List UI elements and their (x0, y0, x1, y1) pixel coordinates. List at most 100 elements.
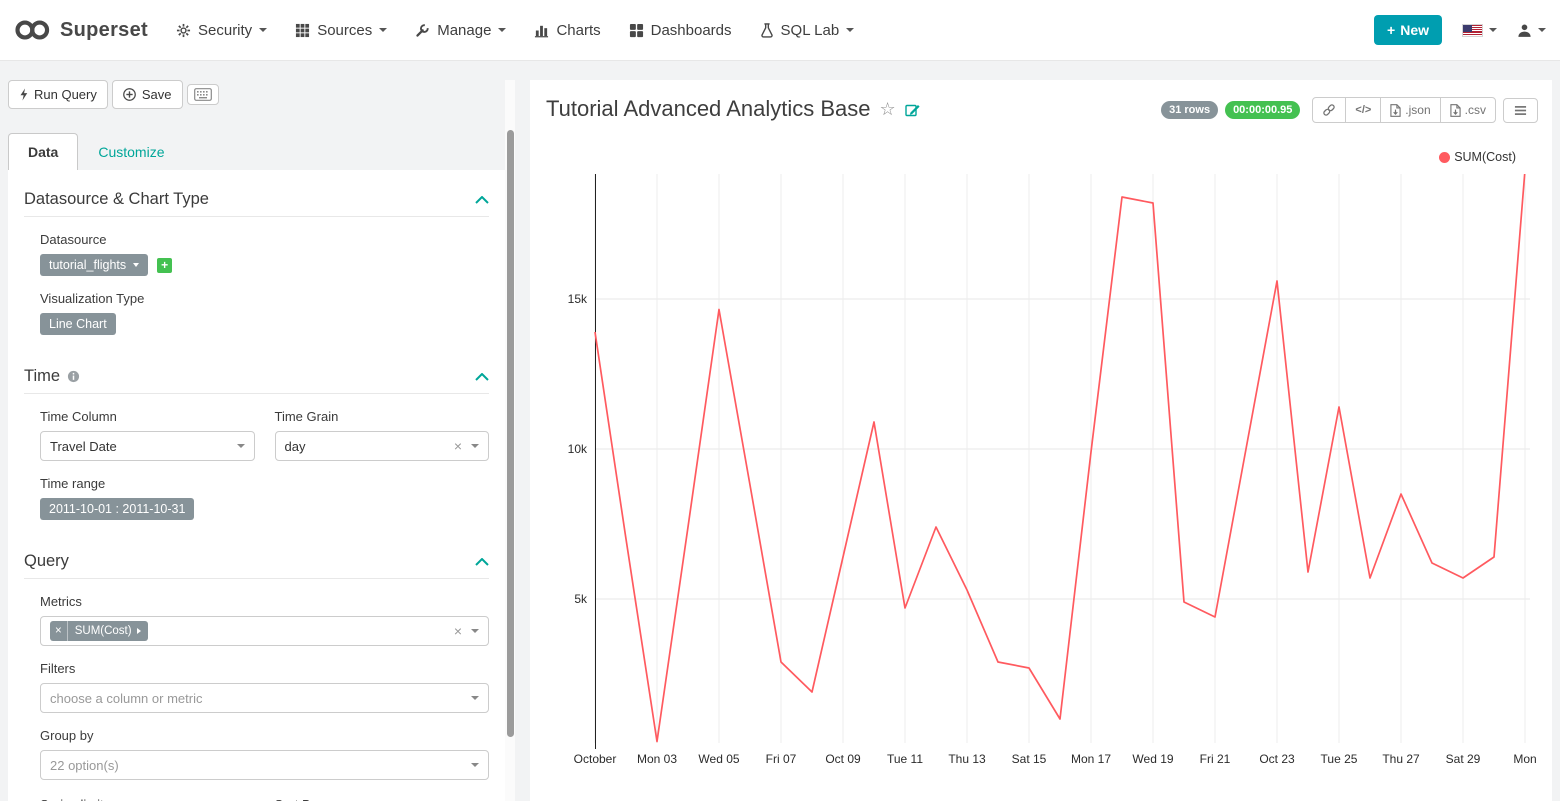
link-icon (1322, 103, 1336, 117)
explore-tabs: Data Customize (8, 131, 505, 171)
export-csv-button[interactable]: .csv (1439, 97, 1496, 123)
series-limit-label: Series limit (40, 797, 255, 801)
metrics-select[interactable]: × SUM(Cost) × (40, 616, 489, 646)
clear-icon[interactable]: × (453, 623, 462, 639)
plus-circle-icon (123, 88, 136, 101)
svg-text:10k: 10k (568, 442, 588, 456)
new-button[interactable]: + New (1374, 15, 1442, 45)
save-label: Save (141, 87, 172, 102)
caret-right-icon (136, 628, 141, 634)
export-json-button[interactable]: .json (1380, 97, 1441, 123)
caret-down-icon (1538, 28, 1546, 32)
nav-sql-lab[interactable]: SQL Lab (746, 0, 869, 60)
nav-label: Sources (317, 21, 373, 39)
chevron-up-icon[interactable] (475, 195, 489, 204)
time-grain-select[interactable]: day × (274, 431, 489, 461)
nav-label: Dashboards (650, 21, 732, 39)
groupby-select[interactable]: 22 option(s) (40, 750, 489, 780)
code-icon: </> (1355, 104, 1372, 116)
svg-text:Sat 29: Sat 29 (1446, 752, 1481, 766)
keyboard-icon (193, 88, 212, 101)
section-datasource-chart-type: Datasource & Chart Type Datasource tutor… (8, 170, 505, 335)
short-url-button[interactable] (1312, 97, 1347, 123)
time-column-select[interactable]: Travel Date (40, 431, 255, 461)
user-menu[interactable] (1517, 23, 1546, 38)
section-title: Datasource & Chart Type (24, 190, 209, 208)
nav-label: SQL Lab (780, 21, 840, 39)
svg-text:15k: 15k (568, 292, 588, 306)
favorite-star-icon[interactable]: ☆ (879, 99, 896, 119)
language-selector[interactable] (1462, 23, 1497, 37)
section-query: Query Metrics × SUM(Cost) × Fi (8, 520, 505, 801)
brand-title: Superset (60, 18, 148, 41)
tab-data[interactable]: Data (8, 133, 79, 171)
caret-down-icon[interactable] (471, 763, 479, 767)
caret-down-icon (379, 28, 388, 32)
filters-select[interactable]: choose a column or metric (40, 683, 489, 713)
wrench-icon (415, 23, 430, 38)
svg-text:Wed 05: Wed 05 (698, 752, 739, 766)
viz-type-label: Visualization Type (40, 291, 145, 306)
svg-text:Fri 07: Fri 07 (766, 752, 797, 766)
legend-dot-icon (1439, 151, 1451, 163)
superset-logo-icon (15, 20, 50, 40)
metrics-label: Metrics (40, 594, 82, 609)
edit-title-icon[interactable] (904, 102, 921, 117)
remove-metric-icon[interactable]: × (50, 621, 68, 641)
save-button[interactable]: Save (111, 80, 183, 109)
lightning-icon (19, 88, 28, 101)
line-chart[interactable]: 5k 10k 15k October Mon 03 Wed 05 Fri 07 Oct 09 T… (530, 140, 1552, 801)
caret-down-icon[interactable] (471, 696, 479, 700)
svg-text:Mon: Mon (1513, 752, 1536, 766)
nav-security[interactable]: Security (162, 0, 281, 60)
filters-label: Filters (40, 661, 76, 676)
time-grain-label: Time Grain (274, 409, 339, 424)
svg-text:Oct 23: Oct 23 (1259, 752, 1295, 766)
nav-label: Manage (437, 21, 492, 39)
nav-dashboards[interactable]: Dashboards (615, 0, 746, 60)
bar-chart-icon (534, 23, 549, 38)
main-menu: Security Sources Manage Charts (162, 0, 868, 60)
chart-card: Tutorial Advanced Analytics Base ☆ 31 ro… (530, 80, 1552, 801)
legend-item-sum-cost[interactable]: SUM(Cost) (1439, 150, 1516, 164)
run-query-label: Run Query (34, 87, 97, 102)
chart-options-button[interactable] (1503, 97, 1538, 123)
row-count-badge: 31 rows (1161, 101, 1219, 119)
keyboard-shortcuts-button[interactable] (186, 84, 219, 105)
caret-down-icon (133, 263, 140, 267)
metric-token[interactable]: × SUM(Cost) (50, 621, 148, 641)
nav-charts[interactable]: Charts (520, 0, 614, 60)
time-range-badge[interactable]: 2011-10-01 : 2011-10-31 (40, 498, 195, 520)
chevron-up-icon[interactable] (475, 372, 489, 381)
scrollbar-thumb[interactable] (506, 130, 514, 737)
top-navbar: Superset Security Sources Manage (0, 0, 1560, 61)
legend-label: SUM(Cost) (1454, 150, 1516, 164)
caret-down-icon[interactable] (471, 444, 479, 448)
plus-icon: + (1387, 22, 1396, 38)
svg-text:Thu 13: Thu 13 (948, 752, 986, 766)
viz-type-badge[interactable]: Line Chart (40, 313, 116, 335)
caret-down-icon (1489, 28, 1497, 32)
svg-text:Fri 21: Fri 21 (1200, 752, 1231, 766)
edit-datasource-icon[interactable]: + (157, 257, 173, 273)
datasource-value-badge[interactable]: tutorial_flights (40, 254, 149, 276)
clear-icon[interactable]: × (453, 438, 462, 454)
superset-brand[interactable]: Superset (14, 19, 148, 42)
section-time: Time Time Column Travel Date Time Grain (8, 335, 505, 520)
left-panel-scrollbar[interactable] (505, 80, 515, 801)
dashboard-icon (629, 23, 644, 38)
nav-sources[interactable]: Sources (281, 0, 401, 60)
gear-icon (176, 23, 191, 38)
us-flag-icon (1462, 23, 1483, 37)
svg-text:October: October (574, 752, 617, 766)
nav-manage[interactable]: Manage (401, 0, 520, 60)
table-grid-icon (295, 23, 310, 38)
run-query-button[interactable]: Run Query (8, 80, 108, 109)
tab-customize[interactable]: Customize (98, 144, 165, 160)
embed-code-button[interactable]: </> (1345, 97, 1382, 123)
chevron-up-icon[interactable] (475, 557, 489, 566)
file-download-icon (1450, 103, 1461, 117)
caret-down-icon[interactable] (236, 444, 245, 448)
caret-down-icon[interactable] (471, 629, 479, 633)
nav-label: Charts (556, 21, 601, 39)
